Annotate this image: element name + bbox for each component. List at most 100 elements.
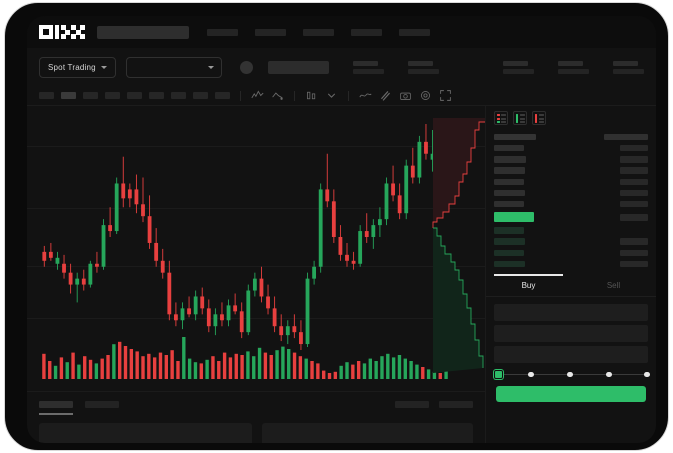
price-chart-panel[interactable] [27,106,485,391]
spot-trading-label: Spot Trading [48,62,96,72]
bid-price [494,227,524,234]
gear-icon[interactable] [419,89,432,102]
orderbook-ask-row[interactable] [494,200,648,208]
orders-action-2[interactable] [439,401,473,408]
nav-item-1[interactable] [207,28,238,36]
top-nav-items [207,28,430,36]
ask-amount [620,167,648,174]
orderbook-bid-row[interactable] [494,249,648,257]
orders-panel [27,391,485,443]
order-total-input[interactable] [494,346,648,364]
indicators-icon[interactable] [251,89,264,102]
timeframe-8[interactable] [193,92,208,99]
orderbook-ask-row[interactable] [494,167,648,175]
gridline [27,318,485,319]
ask-price [494,156,526,163]
tab-order-history[interactable] [85,401,119,408]
timeframe-4[interactable] [105,92,120,99]
timeframe-7[interactable] [171,92,186,99]
tab-sell[interactable]: Sell [606,281,621,291]
stat-label [407,60,433,66]
pair-selector[interactable] [125,56,222,78]
nav-item-4[interactable] [351,28,382,36]
fullscreen-icon[interactable] [439,89,452,102]
orderbook-bid-row[interactable] [494,238,648,246]
ask-price [494,167,525,174]
pair-name-label [267,60,329,74]
gridline [27,146,485,147]
market-stat-4 [558,60,589,74]
timeframe-5[interactable] [127,92,142,99]
submit-buy-button[interactable] [496,386,646,403]
orderbook-ask-row[interactable] [494,155,648,163]
orderbook-bid-row[interactable] [494,227,648,235]
coin-icon [239,60,253,74]
ask-price [494,200,524,208]
orderbook-bid-row[interactable] [494,260,648,268]
line-chart-icon[interactable] [359,89,372,102]
orders-content [39,422,473,443]
timeframe-6[interactable] [149,92,164,99]
orders-action-1[interactable] [395,401,429,408]
nav-item-2[interactable] [255,28,286,36]
device-screen: Spot Trading [27,16,656,443]
slider-mark-75[interactable] [606,371,612,378]
ask-amount [620,144,648,152]
settings-dropdown-icon[interactable] [325,89,338,102]
orderbook-asks-icon[interactable] [532,111,546,125]
magnet-icon[interactable] [379,89,392,102]
stat-value [352,68,384,74]
chart-type-icon[interactable] [271,89,284,102]
toolbar-divider [240,90,241,101]
slider-track[interactable] [494,370,650,380]
timeframe-3[interactable] [83,92,98,99]
slider-handle[interactable] [494,370,503,380]
compare-icon[interactable] [305,89,318,102]
slider-mark-100[interactable] [644,371,650,378]
orderbook-last-price [494,211,648,223]
candlestick-series [42,124,448,350]
bid-amount [620,227,648,234]
orderbook-list[interactable] [486,129,656,268]
orders-panel-left[interactable] [39,422,252,443]
nav-item-3[interactable] [303,28,334,36]
tab-open-orders[interactable] [39,401,73,415]
order-amount-slider[interactable] [486,363,656,380]
orderbook-amount-header [604,133,648,141]
nav-item-5[interactable] [399,28,430,36]
timeframe-2[interactable] [61,92,76,99]
timeframe-1[interactable] [39,92,54,99]
last-price-value [494,212,534,223]
toolbar-divider [348,90,349,101]
slider-mark-25[interactable] [528,371,534,378]
spot-trading-dropdown[interactable]: Spot Trading [39,56,116,78]
orderbook-both-icon[interactable] [494,111,508,125]
bid-amount [620,238,648,245]
orders-panel-right[interactable] [262,422,473,443]
logo-letter-k [55,25,70,39]
order-price-input[interactable] [494,304,648,322]
orderbook-ask-row[interactable] [494,178,648,186]
orderbook-bids-icon[interactable] [513,111,527,125]
ask-price [494,178,524,185]
market-subheader: Spot Trading [27,48,656,86]
tab-active-underline [39,413,73,415]
gridline [27,208,485,209]
slider-mark-50[interactable] [567,371,573,378]
okx-logo[interactable] [39,25,85,39]
ask-amount [620,189,648,197]
orderbook-view-toggles [486,106,656,129]
stat-label [352,60,378,66]
camera-icon[interactable] [399,89,412,102]
orderbook-ask-row[interactable] [494,144,648,152]
tab-buy[interactable]: Buy [486,274,571,296]
timeframe-9[interactable] [215,92,230,99]
orderbook-trade-panel: Buy Sell [485,106,656,443]
order-amount-input[interactable] [494,325,648,343]
market-depth-overlay [432,118,485,373]
global-search-input[interactable] [97,25,189,39]
orderbook-ask-row[interactable] [494,189,648,197]
orders-tab-row [39,401,473,415]
chevron-down-icon [100,65,107,69]
